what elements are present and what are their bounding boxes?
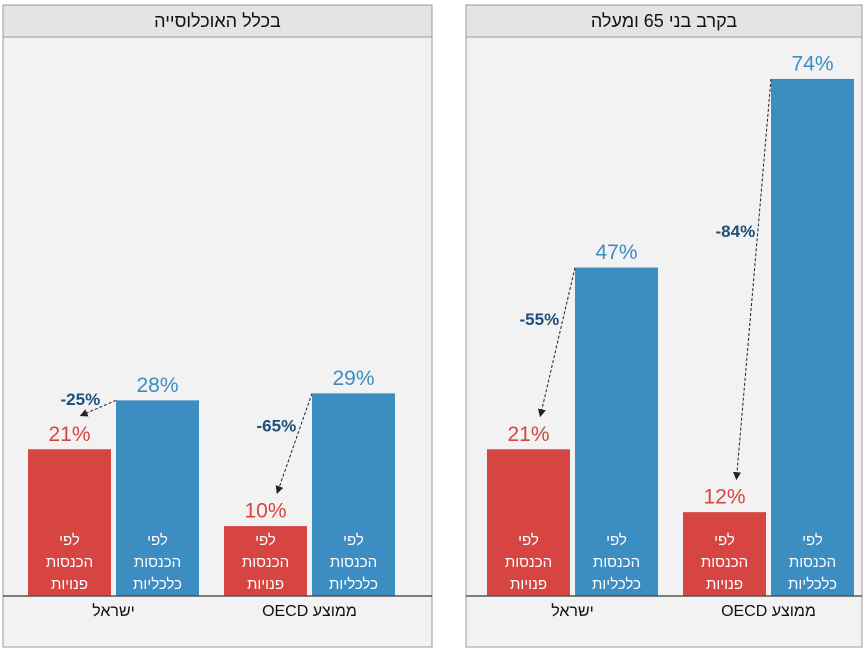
panel-title: בכלל האוכלוסייה bbox=[154, 11, 281, 31]
bar-label-box: לפי הכנסות כלכליות bbox=[116, 516, 199, 596]
change-arrow bbox=[537, 267, 576, 418]
bar-label-box: לפי הכנסות פנויות bbox=[683, 516, 766, 596]
bar-label: לפי הכנסות פנויות bbox=[45, 532, 94, 593]
change-annotation: -55% bbox=[520, 310, 560, 329]
value-label: 21% bbox=[48, 423, 90, 446]
x-tick-label: ממוצע OECD bbox=[721, 603, 816, 620]
x-tick-label: ישראל bbox=[551, 602, 594, 620]
bar-label-box: לפי הכנסות פנויות bbox=[28, 516, 111, 596]
bar-label-box: לפי הכנסות כלכליות bbox=[771, 516, 854, 596]
bar-label-box: לפי הכנסות פנויות bbox=[487, 516, 570, 596]
bar-label-box: לפי הכנסות כלכליות bbox=[575, 516, 658, 596]
bar bbox=[312, 393, 395, 596]
value-label: 12% bbox=[703, 486, 745, 509]
value-label: 10% bbox=[244, 500, 286, 523]
panel-header bbox=[2, 4, 433, 38]
bar-label-wrap: לפי הכנסות פנויות bbox=[28, 516, 111, 596]
bar bbox=[28, 449, 111, 596]
bar-label: לפי הכנסות פנויות bbox=[241, 532, 290, 593]
panel-header bbox=[465, 4, 863, 38]
bar bbox=[683, 512, 766, 596]
bar bbox=[224, 526, 307, 596]
bar-label: לפי הכנסות כלכליות bbox=[788, 532, 837, 593]
bar-label: לפי הכנסות פנויות bbox=[700, 532, 749, 593]
x-tick-label: ממוצע OECD bbox=[262, 603, 357, 620]
bar-label-wrap: לפי הכנסות כלכליות bbox=[575, 516, 658, 596]
bar-label-wrap: לפי הכנסות פנויות bbox=[224, 516, 307, 596]
x-tick-label: ישראל bbox=[92, 602, 135, 620]
bar-label: לפי הכנסות כלכליות bbox=[133, 532, 182, 593]
change-arrow bbox=[275, 393, 313, 495]
change-arrow bbox=[733, 78, 772, 481]
bar-label-box: לפי הכנסות כלכליות bbox=[312, 516, 395, 596]
change-arrow bbox=[79, 399, 117, 417]
bar-label: לפי הכנסות כלכליות bbox=[329, 532, 378, 593]
bar bbox=[487, 449, 570, 596]
bar-label: לפי הכנסות פנויות bbox=[504, 532, 553, 593]
value-label: 21% bbox=[507, 423, 549, 446]
bar-label-wrap: לפי הכנסות פנויות bbox=[487, 516, 570, 596]
change-annotation: -84% bbox=[716, 222, 756, 241]
value-label: 74% bbox=[791, 52, 833, 75]
bar bbox=[116, 400, 199, 596]
bar-label-wrap: לפי הכנסות כלכליות bbox=[116, 516, 199, 596]
change-annotation: -25% bbox=[61, 390, 101, 409]
bar-label-wrap: לפי הכנסות כלכליות bbox=[771, 516, 854, 596]
panel-title: בקרב בני 65 ומעלה bbox=[591, 11, 738, 31]
bar bbox=[575, 267, 658, 596]
bar bbox=[771, 78, 854, 597]
bar-label-wrap: לפי הכנסות כלכליות bbox=[312, 516, 395, 596]
bar-label-box: לפי הכנסות פנויות bbox=[224, 516, 307, 596]
value-label: 28% bbox=[136, 374, 178, 397]
value-label: 47% bbox=[595, 241, 637, 264]
bar-label: לפי הכנסות כלכליות bbox=[592, 532, 641, 593]
value-label: 29% bbox=[332, 367, 374, 390]
bar-label-wrap: לפי הכנסות פנויות bbox=[683, 516, 766, 596]
change-annotation: -65% bbox=[257, 416, 297, 435]
